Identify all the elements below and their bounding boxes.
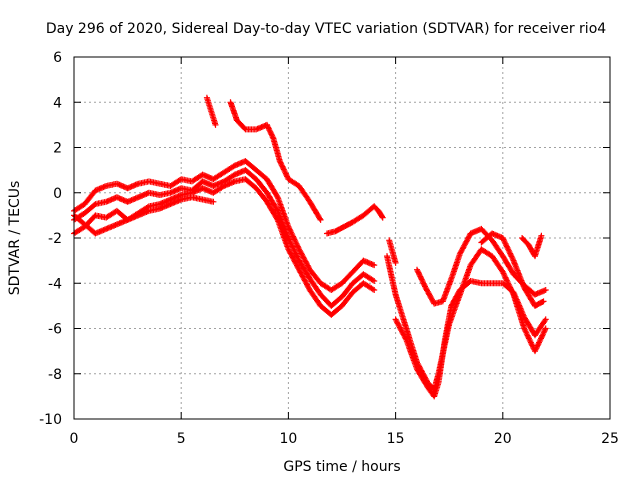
series-track-5 — [203, 94, 219, 128]
y-tick-label: -8 — [48, 367, 62, 383]
series-markers — [386, 237, 399, 266]
x-tick-label: 20 — [494, 431, 512, 447]
y-tick-label: -6 — [48, 322, 62, 338]
x-tick-label: 0 — [70, 431, 79, 447]
y-axis-ticks: -10 -8 -6 -4 -2 0 2 4 6 — [39, 50, 610, 428]
series-markers — [519, 232, 545, 260]
series-track-6 — [227, 99, 324, 223]
series-markers — [203, 94, 219, 128]
x-tick-label: 25 — [601, 431, 619, 447]
y-tick-label: 2 — [53, 141, 62, 157]
series-track-7 — [324, 203, 386, 237]
series-track-9 — [384, 246, 549, 393]
y-tick-label: 4 — [53, 95, 62, 111]
series-track-12 — [519, 232, 545, 260]
series-markers — [384, 246, 549, 393]
x-axis-label: GPS time / hours — [283, 459, 400, 475]
x-tick-label: 15 — [387, 431, 405, 447]
x-tick-label: 10 — [279, 431, 297, 447]
series-markers — [478, 230, 547, 309]
y-tick-label: -4 — [48, 276, 62, 292]
y-tick-label: -10 — [39, 412, 62, 428]
series-track-11 — [478, 230, 547, 309]
series-markers — [324, 203, 386, 237]
y-tick-label: 0 — [53, 186, 62, 202]
y-tick-label: 6 — [53, 50, 62, 66]
y-tick-label: -2 — [48, 231, 62, 247]
x-axis-ticks: 0 5 10 15 20 25 — [70, 57, 619, 447]
x-tick-label: 5 — [177, 431, 186, 447]
series-markers — [227, 99, 324, 223]
series-track-13 — [386, 237, 399, 266]
chart-title: Day 296 of 2020, Sidereal Day-to-day VTE… — [46, 21, 606, 37]
y-axis-label: SDTVAR / TECUs — [7, 181, 23, 296]
